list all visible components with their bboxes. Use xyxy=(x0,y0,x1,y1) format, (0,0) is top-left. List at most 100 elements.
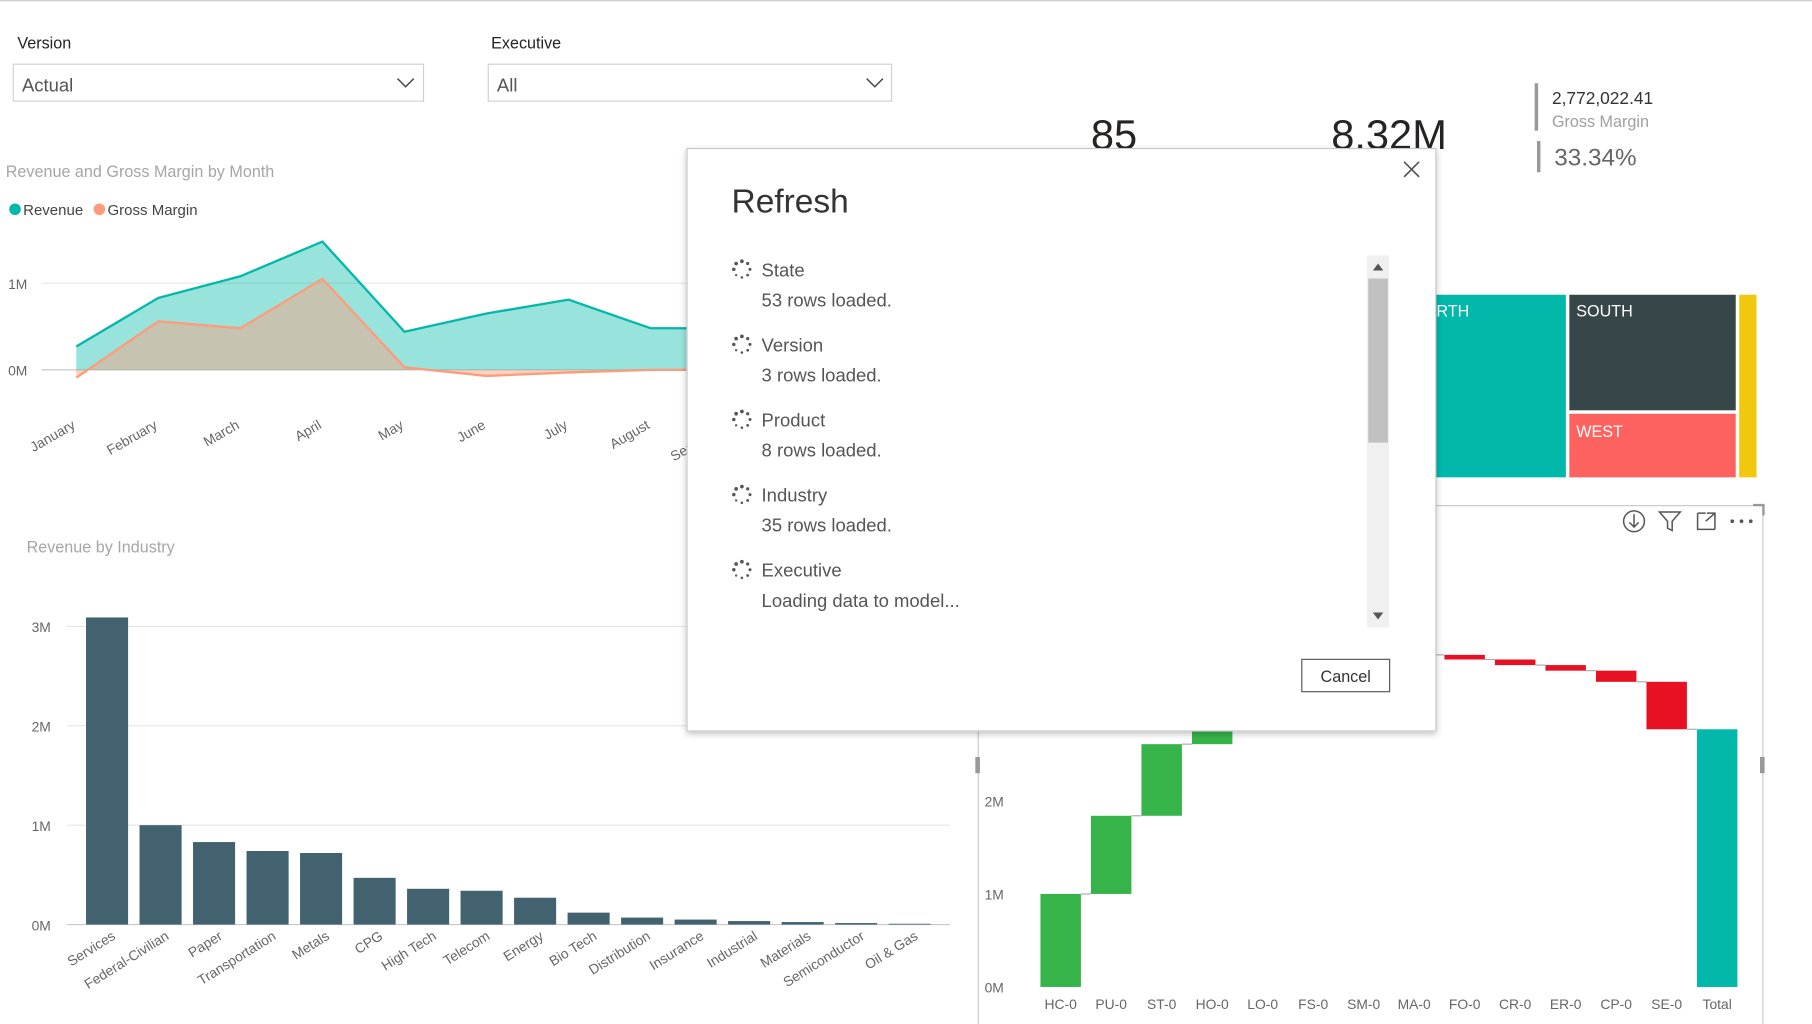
y-tick-label: 0M xyxy=(8,363,27,379)
x-tick-label: HC-0 xyxy=(1045,996,1078,1012)
focus-icon[interactable] xyxy=(1696,512,1716,531)
x-tick-label: February xyxy=(104,416,160,458)
y-tick-label: 2M xyxy=(985,794,1004,810)
bar xyxy=(728,921,771,925)
slicer-version: Version Actual xyxy=(12,35,425,102)
cancel-label: Cancel xyxy=(1321,668,1371,686)
x-tick-label: SE-0 xyxy=(1651,996,1682,1012)
item-status: Loading data to model... xyxy=(762,590,960,611)
x-tick-label: LO-0 xyxy=(1247,996,1278,1012)
kpi-value: 2,772,022.41 xyxy=(1552,88,1653,108)
treemap: NORTH SOUTH WEST xyxy=(1386,294,1757,478)
bar xyxy=(514,897,557,925)
kpi-percent: 33.34% xyxy=(1554,144,1636,171)
treemap-tile[interactable] xyxy=(1569,413,1736,478)
item-status: 8 rows loaded. xyxy=(762,440,882,461)
resize-handle[interactable] xyxy=(975,756,980,774)
x-tick-label: SM-0 xyxy=(1347,996,1380,1012)
x-tick-label: Telecom xyxy=(440,927,492,968)
dialog-box xyxy=(686,147,1437,732)
x-tick-label: June xyxy=(454,416,488,445)
filter-icon[interactable] xyxy=(1657,511,1682,532)
area-fill xyxy=(76,278,733,378)
cancel-button[interactable] xyxy=(1301,658,1391,693)
legend-label: Gross Margin xyxy=(107,202,197,219)
slicer-label: Executive xyxy=(491,35,561,53)
refresh-dialog: Refresh State 53 rows loaded. Version 3 … xyxy=(686,147,1437,732)
close-button[interactable] xyxy=(1403,161,1420,178)
waterfall-bar xyxy=(1494,659,1536,666)
waterfall-bar xyxy=(1040,893,1081,987)
legend-label: Revenue xyxy=(23,202,83,219)
bar xyxy=(674,919,717,925)
x-tick-label: Paper xyxy=(185,927,225,960)
legend-marker xyxy=(9,203,21,216)
x-tick-label: Industrial xyxy=(704,927,760,970)
kpi-bar xyxy=(1534,83,1539,131)
kpi: 2,772,022.41 Gross Margin 33.34% xyxy=(1534,83,1653,173)
x-tick-label: CP-0 xyxy=(1600,996,1632,1012)
bar xyxy=(621,917,664,925)
area-fill xyxy=(76,241,733,370)
item-name: Product xyxy=(762,409,826,430)
corner-handle xyxy=(1753,503,1765,516)
item-name: Version xyxy=(762,334,824,355)
x-tick-label: July xyxy=(541,416,570,442)
item-status: 53 rows loaded. xyxy=(762,289,892,310)
chevron xyxy=(866,78,884,88)
waterfall-bar xyxy=(1141,744,1182,816)
treemap-tile[interactable] xyxy=(1569,294,1736,411)
legend-marker xyxy=(93,203,106,216)
item-name: Executive xyxy=(762,560,842,581)
treemap-tile[interactable] xyxy=(1739,294,1757,478)
chart-title: Revenue by Industry xyxy=(27,538,176,556)
slicer-label: Version xyxy=(17,35,71,53)
dropdown[interactable] xyxy=(487,63,893,102)
item-name: Industry xyxy=(762,485,828,506)
x-tick-label: CR-0 xyxy=(1499,996,1532,1012)
waterfall-bar xyxy=(1545,665,1586,671)
item-status: 35 rows loaded. xyxy=(762,515,892,536)
dropdown[interactable] xyxy=(12,63,425,102)
kpi-bar xyxy=(1536,141,1541,173)
waterfall-bar xyxy=(1444,654,1485,660)
slicer-executive: Executive All xyxy=(487,35,893,102)
y-tick-label: 0M xyxy=(985,980,1004,996)
kpi-label: Gross Margin xyxy=(1552,113,1649,131)
chart-title: Revenue and Gross Margin by Month xyxy=(6,163,275,181)
series-line xyxy=(75,277,733,379)
series-line xyxy=(75,240,733,348)
y-tick-label: 3M xyxy=(32,619,51,635)
drill-icon[interactable] xyxy=(1622,510,1646,533)
bar xyxy=(246,851,289,925)
x-tick-label: Energy xyxy=(500,927,546,964)
bar xyxy=(567,912,610,925)
y-tick-label: 0M xyxy=(32,917,51,933)
x-tick-label: ER-0 xyxy=(1550,996,1582,1012)
y-tick-label: 1M xyxy=(985,887,1004,903)
bar xyxy=(193,842,236,925)
x-tick-label: August xyxy=(607,416,652,452)
x-tick-label: CPG xyxy=(351,927,385,956)
y-tick-label: 1M xyxy=(8,276,27,292)
chevron xyxy=(396,78,415,88)
x-tick-label: FO-0 xyxy=(1449,996,1481,1012)
bar xyxy=(86,617,129,925)
bar xyxy=(888,923,931,925)
x-tick-label: FS-0 xyxy=(1298,996,1328,1012)
bar xyxy=(139,825,182,925)
x-tick-label: PU-0 xyxy=(1095,996,1127,1012)
scrollbar-thumb[interactable] xyxy=(1368,278,1388,443)
item-status: 3 rows loaded. xyxy=(762,364,882,385)
x-tick-label: Metals xyxy=(289,927,332,962)
more-icon[interactable] xyxy=(1730,519,1753,524)
waterfall-bar xyxy=(1090,815,1132,894)
bar xyxy=(460,890,503,925)
resize-handle[interactable] xyxy=(1759,756,1765,774)
item-name: State xyxy=(762,259,805,280)
dropdown-value: Actual xyxy=(22,74,73,95)
dialog-title: Refresh xyxy=(732,184,849,221)
x-tick-label: Insurance xyxy=(646,927,706,973)
